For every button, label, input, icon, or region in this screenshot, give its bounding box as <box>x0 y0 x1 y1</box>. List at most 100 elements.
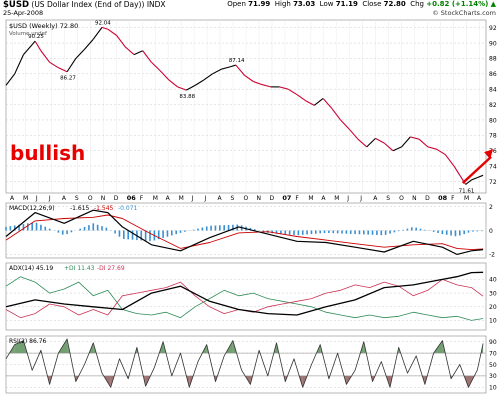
price-line-segment <box>133 50 143 56</box>
price-line-segment <box>168 79 178 88</box>
macd-histogram-bar <box>140 230 143 241</box>
macd-histogram-bar <box>262 230 265 232</box>
macd-histogram-bar <box>441 230 444 235</box>
price-line-segment <box>75 48 85 59</box>
price-panel-tick-label: 84 <box>489 87 497 94</box>
price-line-segment <box>465 179 472 185</box>
macd-histogram-bar <box>376 230 378 235</box>
macd-histogram-bar <box>149 230 151 242</box>
exchange: INDX <box>146 0 166 9</box>
macd-histogram-bar <box>35 222 38 231</box>
macd-histogram-bar <box>179 230 182 233</box>
x-axis-label: S <box>231 195 235 202</box>
x-axis-label: S <box>386 195 390 202</box>
macd-histogram-bar <box>253 229 256 231</box>
open-label: Open <box>227 0 246 8</box>
price-line-segment <box>186 84 196 91</box>
price-panel-tick-label: 92 <box>489 25 497 32</box>
macd-histogram-bar <box>184 230 186 232</box>
x-axis-label: A <box>218 195 223 202</box>
signal-value: -1.545 <box>94 205 114 212</box>
macd-histogram-bar <box>5 226 7 231</box>
macd-signal-line <box>5 214 484 251</box>
chg-arrow-icon: ▲ <box>490 0 496 8</box>
x-axis-label: J <box>191 195 194 202</box>
macd-histogram-bar <box>275 230 278 234</box>
x-axis-label: N <box>256 195 261 202</box>
macd-histogram-bar <box>349 230 352 234</box>
macd-histogram-bar <box>367 230 369 235</box>
macd-histogram-bar <box>40 224 42 231</box>
macd-histogram-bar <box>280 230 282 234</box>
macd-histogram-bar <box>354 230 356 235</box>
price-line-segment <box>124 46 135 56</box>
price-line-segment <box>92 27 103 40</box>
adx-panel-tick-label: 40 <box>489 277 497 284</box>
macd-histogram-bar <box>480 230 483 232</box>
x-axis-label: N <box>101 195 106 202</box>
macd-histogram-bar <box>393 230 396 233</box>
macd-histogram-bar <box>92 223 95 231</box>
macd-histogram-bar <box>131 230 134 240</box>
x-axis-label: M <box>334 195 339 202</box>
rsi-panel-tick-label: 10 <box>489 385 497 392</box>
hist-value: -0.071 <box>118 205 138 212</box>
bullish-annotation: bullish <box>10 141 85 165</box>
price-line-segment <box>235 64 245 76</box>
macd-histogram-bar <box>70 230 73 233</box>
macd-histogram-bar <box>384 230 387 235</box>
macd-histogram-bar <box>127 230 129 240</box>
price-line-segment <box>305 100 315 106</box>
price-line-segment <box>151 61 161 72</box>
macd-histogram-bar <box>419 228 422 231</box>
macd-histogram-bar <box>332 230 335 234</box>
price-line-segment <box>221 66 231 70</box>
chart-date: 25-Apr-2008 <box>3 9 44 17</box>
price-line-segment <box>279 86 289 90</box>
macd-histogram-bar <box>341 230 343 234</box>
macd-histogram-bar <box>223 225 225 231</box>
price-line-segment <box>410 136 420 140</box>
x-axis-label: N <box>412 195 417 202</box>
macd-panel-tick-label: -2 <box>489 252 495 259</box>
adx-panel-tick-label: 30 <box>489 290 497 297</box>
macd-histogram-bar <box>105 227 108 231</box>
macd-histogram-bar <box>411 227 413 231</box>
x-axis-label: 07 <box>282 194 291 202</box>
macd-histogram-bar <box>166 230 169 237</box>
price-line-segment <box>159 70 170 81</box>
x-axis-label: S <box>75 195 79 202</box>
macd-histogram-bar <box>114 230 116 234</box>
macd-histogram-bar <box>363 230 365 235</box>
macd-histogram-bar <box>358 230 361 235</box>
macd-legend: MACD(12,26,9) <box>9 205 55 212</box>
price-line-segment <box>477 174 484 179</box>
x-axis-label: A <box>166 195 171 202</box>
rsi-panel-tick-label: 90 <box>489 339 497 346</box>
bullish-arrow-shaft <box>461 155 492 184</box>
price-line-segment <box>383 142 394 152</box>
macd-histogram-bar <box>345 230 348 234</box>
price-panel-tick-label: 80 <box>489 117 497 124</box>
x-axis-label: 06 <box>127 194 137 202</box>
macd-histogram-bar <box>463 230 465 235</box>
macd-histogram-bar <box>88 225 90 231</box>
x-axis-label: F <box>295 195 299 202</box>
macd-histogram-bar <box>9 226 12 231</box>
price-line-segment <box>427 146 437 150</box>
price-panel-tick-label: 86 <box>489 71 497 78</box>
macd-histogram-bar <box>406 228 409 231</box>
credit: © StockCharts.com <box>432 9 496 17</box>
macd-histogram-bar <box>323 230 326 234</box>
close-value: 72.80 <box>383 0 406 8</box>
rsi-legend: RSI(2) 86.76 <box>9 338 47 345</box>
x-axis-label: A <box>62 195 67 202</box>
macd-histogram-bar <box>18 224 20 231</box>
price-line-segment <box>116 35 126 48</box>
x-axis-label: M <box>464 195 469 202</box>
adx-panel-tick-label: 20 <box>489 304 497 311</box>
macd-histogram-bar <box>328 230 330 234</box>
macd-histogram-bar <box>336 230 339 234</box>
price-line-segment <box>314 97 324 106</box>
low-value: 71.19 <box>335 0 358 8</box>
